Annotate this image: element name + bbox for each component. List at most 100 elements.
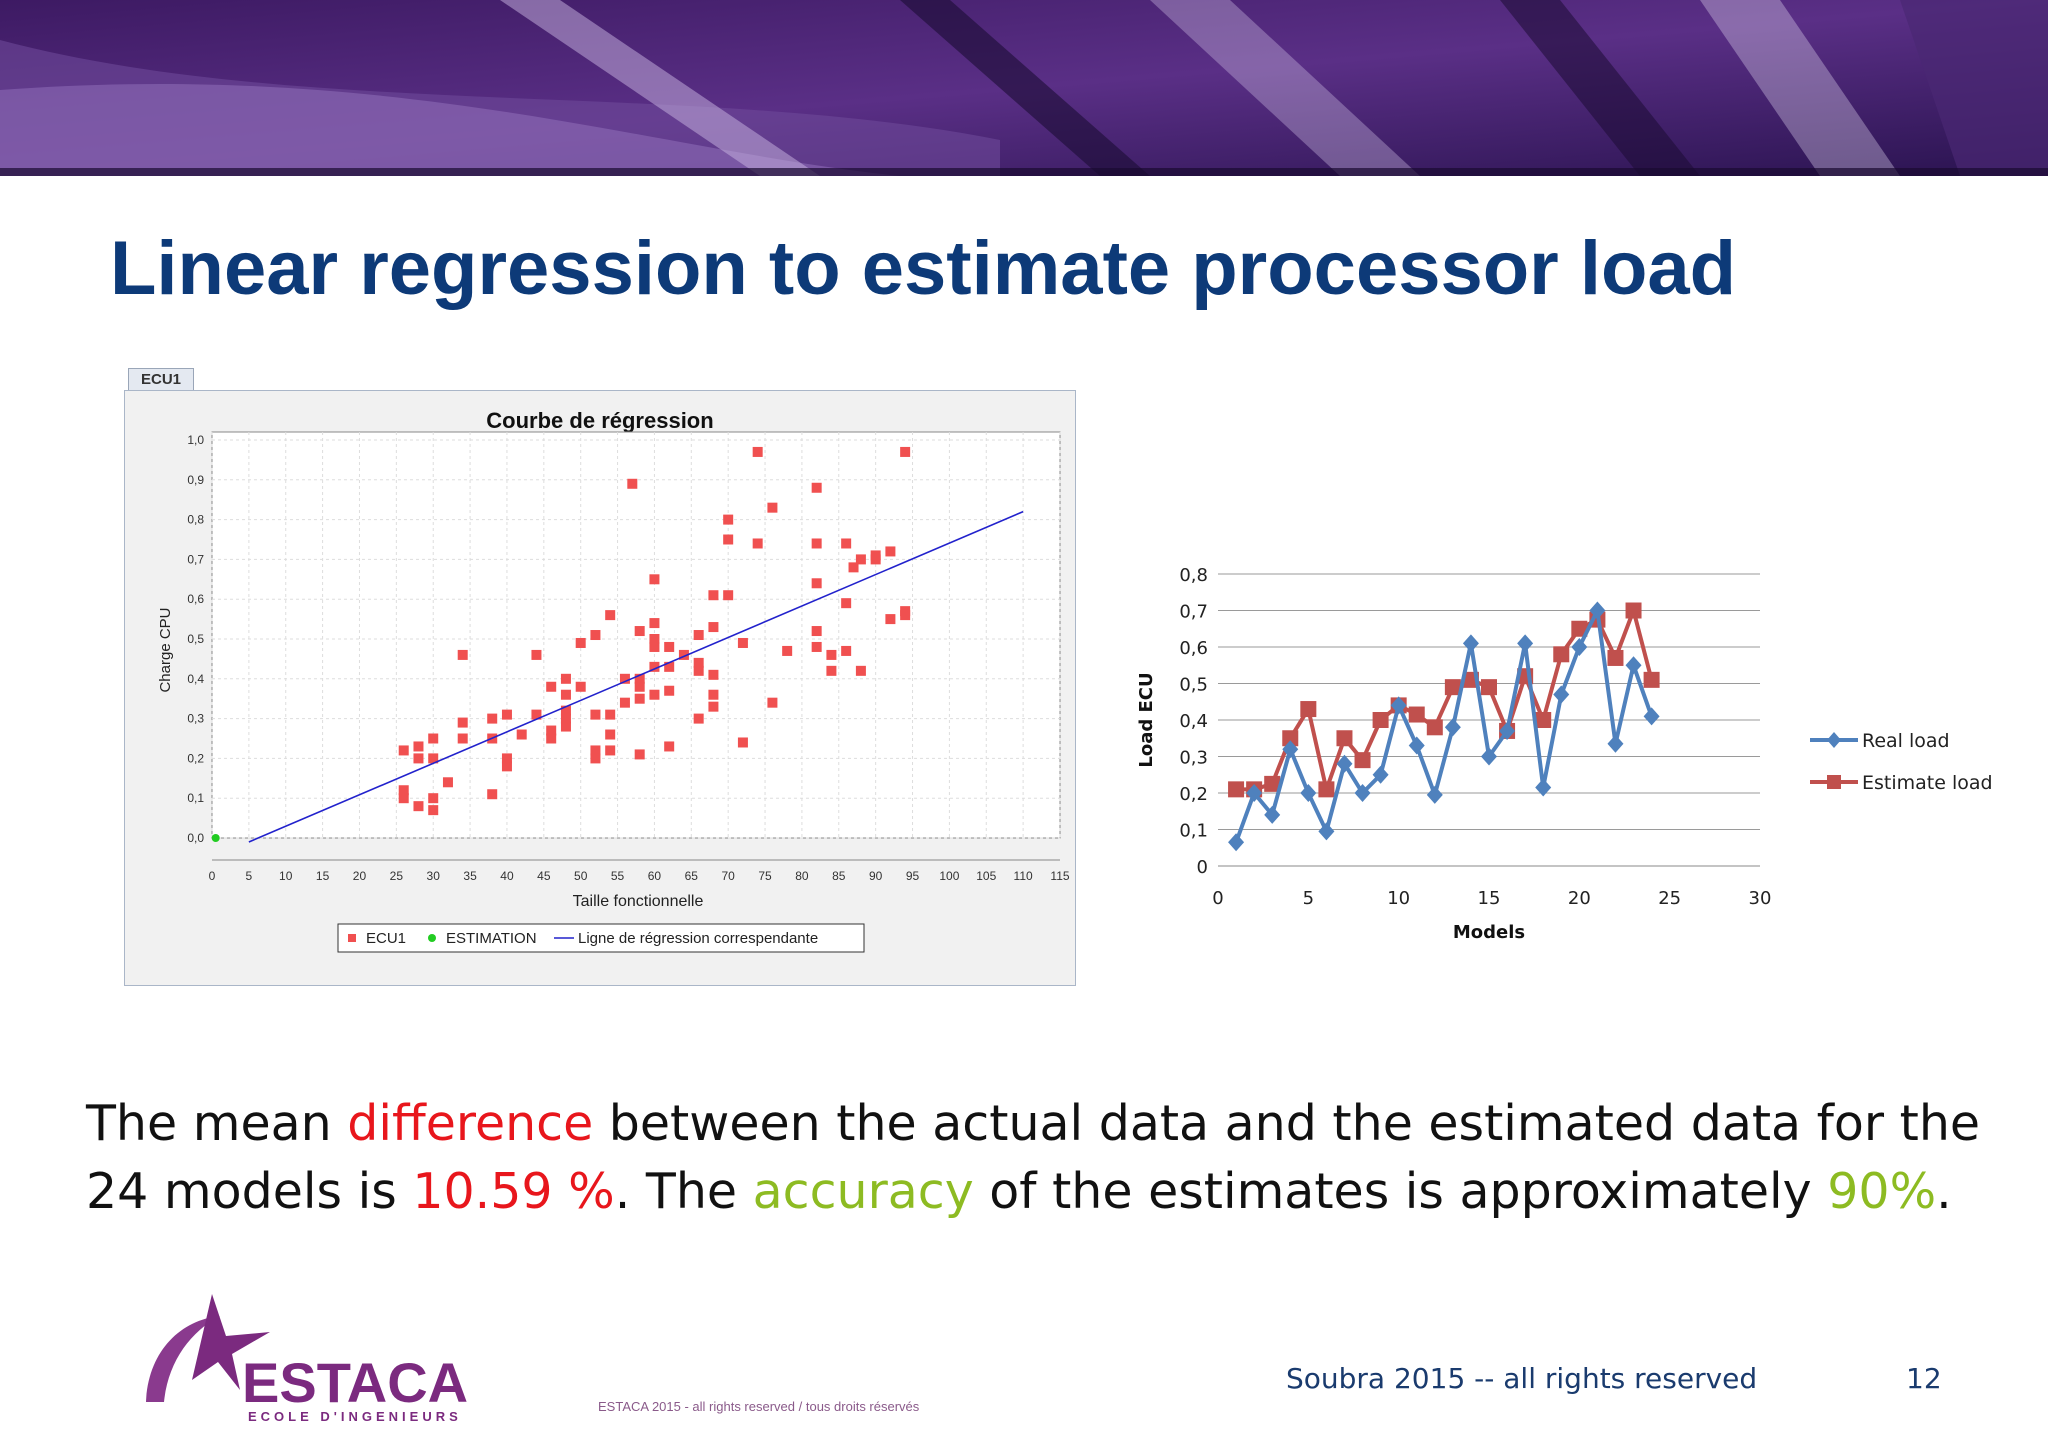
data-point-ecu1 [516, 729, 527, 740]
x-tick-label: 55 [611, 869, 625, 883]
legend-label-ecu1: ECU1 [366, 930, 406, 947]
x-tick-label: 70 [721, 869, 735, 883]
data-point-estimate-load [1300, 701, 1317, 718]
data-point-ecu1 [752, 538, 763, 549]
data-point-ecu1 [855, 554, 866, 565]
summary-part: The mean [86, 1095, 348, 1152]
footer-copyright-small: ESTACA 2015 - all rights reserved / tous… [598, 1399, 920, 1414]
chart-legend: Real load Estimate load [1810, 730, 1993, 794]
data-point-ecu1 [870, 554, 881, 565]
regression-chart: Courbe de régression 0,0 0,1 0,2 0,3 0,4 0,5 0,… [157, 408, 1070, 953]
data-point-estimate-load [1643, 671, 1660, 688]
y-tick-label: 0,7 [187, 552, 204, 566]
data-point-ecu1 [560, 689, 571, 700]
data-point-ecu1 [811, 641, 822, 652]
x-tick-label: 95 [906, 869, 920, 883]
data-point-ecu1 [398, 793, 409, 804]
data-point-ecu1 [531, 709, 542, 720]
data-point-ecu1 [398, 785, 409, 796]
summary-part: . The [614, 1163, 753, 1220]
chart-legend: ECU1 ESTIMATION Ligne de régression corres… [337, 923, 865, 953]
x-axis-label: Models [1453, 922, 1525, 943]
data-point-ecu1 [708, 701, 719, 712]
data-point-ecu1 [708, 689, 719, 700]
x-tick-label: 25 [390, 869, 404, 883]
data-point-ecu1 [900, 446, 911, 457]
summary-highlight-percent: 10.59 % [412, 1163, 615, 1220]
x-tick-label: 30 [427, 869, 441, 883]
data-point-ecu1 [442, 777, 453, 788]
data-point-estimate-load [1336, 730, 1353, 747]
data-point-ecu1 [619, 697, 630, 708]
data-point-estimate-load [1264, 775, 1281, 792]
x-tick-label: 35 [463, 869, 477, 883]
data-point-estimation [211, 834, 220, 842]
data-point-ecu1 [575, 637, 586, 648]
data-point-real-load [1282, 740, 1299, 759]
data-point-ecu1 [752, 446, 763, 457]
logo-subtitle: ECOLE D'INGENIEURS [248, 1409, 462, 1422]
x-tick-label: 15 [316, 869, 330, 883]
x-tick-label: 0 [1212, 888, 1223, 909]
data-point-real-load [1444, 718, 1461, 737]
data-point-ecu1 [693, 665, 704, 676]
y-tick-label: 0,8 [1179, 565, 1208, 586]
y-tick-label: 0,2 [1179, 784, 1208, 805]
data-point-ecu1 [811, 578, 822, 589]
x-tick-label: 60 [648, 869, 662, 883]
data-point-ecu1 [649, 661, 660, 672]
y-tick-label: 0,1 [187, 791, 204, 805]
legend-box [337, 923, 865, 953]
x-tick-label: 10 [1387, 888, 1410, 909]
regression-line [248, 510, 1024, 843]
data-point-real-load [1336, 754, 1353, 773]
regression-chart-panel: ECU1 Courbe de régression 0,0 0,1 0,2 0,3 0,4… [124, 364, 1076, 986]
data-point-estimate-load [1444, 679, 1461, 696]
tab-ecu1[interactable]: ECU1 [128, 368, 194, 391]
y-tick-label: 0,2 [187, 751, 204, 765]
data-point-ecu1 [767, 502, 778, 513]
data-point-ecu1 [678, 649, 689, 660]
x-tick-label: 105 [976, 869, 996, 883]
x-tick-label: 20 [1568, 888, 1591, 909]
data-point-ecu1 [708, 669, 719, 680]
data-point-ecu1 [664, 685, 675, 696]
data-point-real-load [1571, 638, 1588, 656]
data-point-ecu1 [428, 733, 439, 744]
y-tick-label: 0,3 [1179, 748, 1208, 769]
data-point-ecu1 [590, 630, 601, 641]
data-point-ecu1 [501, 761, 512, 772]
x-tick-label: 45 [537, 869, 551, 883]
data-point-ecu1 [605, 745, 616, 756]
x-tick-label: 90 [869, 869, 883, 883]
series-line-real-load [1234, 608, 1654, 843]
summary-part: . [1936, 1163, 1952, 1220]
summary-highlight-90: 90% [1827, 1163, 1937, 1220]
legend-label-estimation: ESTIMATION [446, 930, 537, 947]
x-tick-label: 10 [279, 869, 293, 883]
data-point-ecu1 [501, 709, 512, 720]
data-point-ecu1 [457, 717, 468, 728]
chart-title: Courbe de régression [486, 408, 713, 433]
data-point-estimate-load [1625, 602, 1642, 619]
data-point-ecu1 [841, 538, 852, 549]
data-point-real-load [1643, 707, 1660, 726]
data-point-ecu1 [413, 741, 424, 752]
summary-part: of the estimates is approximately [973, 1163, 1828, 1220]
data-point-real-load [1318, 822, 1335, 841]
data-point-real-load [1408, 736, 1425, 755]
y-axis-label: Charge CPU [157, 607, 174, 692]
data-point-ecu1 [737, 737, 748, 748]
data-point-ecu1 [605, 729, 616, 740]
data-point-ecu1 [590, 709, 601, 720]
data-point-ecu1 [811, 626, 822, 637]
y-tick-label: 0,1 [1179, 821, 1208, 842]
data-point-ecu1 [560, 673, 571, 684]
data-point-ecu1 [531, 649, 542, 660]
data-point-ecu1 [649, 689, 660, 700]
data-point-real-load [1625, 656, 1642, 675]
data-point-ecu1 [634, 749, 645, 760]
y-tick-label: 0,5 [187, 632, 204, 646]
x-tick-label: 5 [246, 869, 253, 883]
data-point-real-load [1372, 765, 1389, 784]
